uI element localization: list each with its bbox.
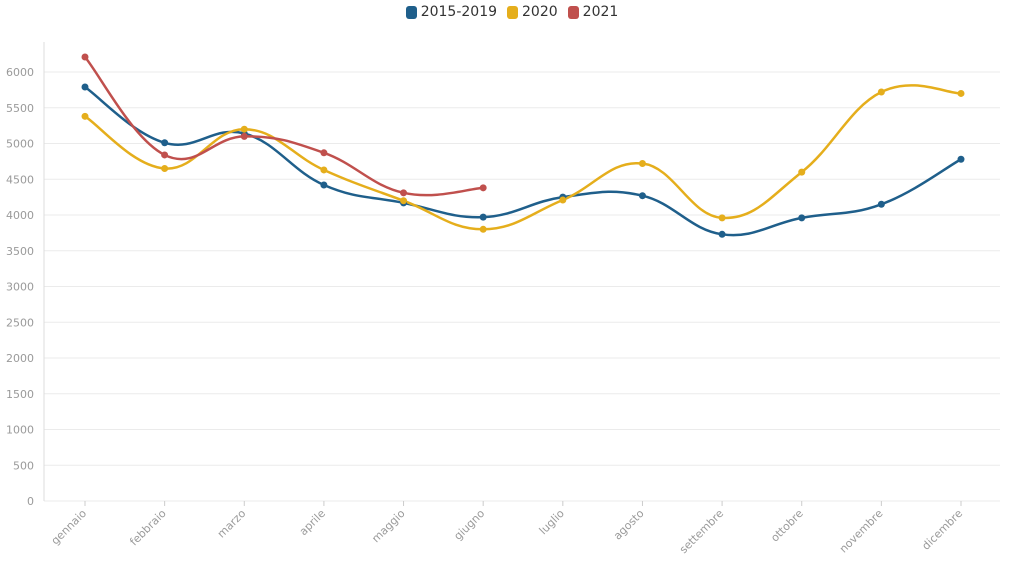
- y-tick-label: 4500: [6, 173, 34, 186]
- legend-label-2015-2019: 2015-2019: [420, 4, 498, 20]
- data-point-2020-febbraio: [161, 165, 169, 173]
- data-point-2020-luglio: [559, 196, 567, 204]
- x-tick-label-aprile: aprile: [297, 507, 328, 538]
- x-tick-label-giugno: giugno: [451, 507, 487, 543]
- data-point-2021-maggio: [400, 189, 408, 197]
- data-point-2015-2019-settembre: [718, 230, 726, 238]
- legend: 2015-2019 2020 2021: [0, 4, 1024, 20]
- series-line-2015-2019: [83, 85, 963, 237]
- y-tick-label: 500: [13, 459, 34, 472]
- x-tick-label-gennaio: gennaio: [49, 507, 90, 548]
- y-tick-label: 0: [27, 495, 34, 508]
- data-point-2021-giugno: [479, 184, 487, 192]
- legend-label-2021: 2021: [582, 4, 619, 20]
- legend-swatch-2015-2019: [405, 5, 417, 19]
- data-point-2020-agosto: [638, 160, 646, 168]
- x-tick-label-novembre: novembre: [837, 507, 886, 556]
- y-tick-label: 5500: [6, 102, 34, 115]
- x-tick-label-ottobre: ottobre: [768, 507, 806, 545]
- x-tick-label-marzo: marzo: [215, 507, 249, 541]
- data-point-2015-2019-giugno: [479, 213, 487, 221]
- x-tick-label-dicembre: dicembre: [919, 507, 965, 553]
- data-point-2020-ottobre: [798, 168, 806, 176]
- x-tick-label-agosto: agosto: [611, 507, 647, 543]
- data-point-2015-2019-novembre: [877, 200, 885, 208]
- x-tick-label-febbraio: febbraio: [127, 507, 169, 549]
- legend-item-2020[interactable]: 2020: [507, 4, 558, 20]
- y-tick-label: 6000: [6, 66, 34, 79]
- series-line-2021: [83, 55, 485, 197]
- y-tick-label: 1000: [6, 424, 34, 437]
- series-line-2020: [83, 84, 963, 231]
- data-point-2015-2019-ottobre: [798, 214, 806, 222]
- data-point-2021-gennaio: [81, 53, 89, 61]
- y-tick-label: 1500: [6, 388, 34, 401]
- y-tick-label: 2500: [6, 316, 34, 329]
- data-point-2015-2019-dicembre: [957, 155, 965, 163]
- y-tick-label: 2000: [6, 352, 34, 365]
- data-point-2020-gennaio: [81, 112, 89, 120]
- y-tick-label: 4000: [6, 209, 34, 222]
- data-point-2020-maggio: [400, 197, 408, 205]
- data-point-2021-marzo: [240, 132, 248, 140]
- x-tick-label-luglio: luglio: [537, 507, 567, 537]
- legend-item-2021[interactable]: 2021: [567, 4, 619, 20]
- data-point-2015-2019-febbraio: [161, 139, 169, 147]
- data-point-2020-dicembre: [957, 89, 965, 97]
- legend-swatch-2020: [507, 5, 519, 19]
- data-point-2020-marzo: [240, 125, 248, 133]
- data-point-2015-2019-aprile: [320, 181, 328, 189]
- y-tick-label: 3500: [6, 245, 34, 258]
- data-point-2020-novembre: [877, 88, 885, 96]
- legend-item-2015-2019[interactable]: 2015-2019: [405, 4, 498, 20]
- data-point-2020-settembre: [718, 214, 726, 222]
- data-point-2021-febbraio: [161, 151, 169, 159]
- y-tick-label: 5000: [6, 138, 34, 151]
- legend-label-2020: 2020: [522, 4, 558, 20]
- x-tick-label-settembre: settembre: [677, 507, 726, 556]
- data-point-2020-giugno: [479, 225, 487, 233]
- legend-swatch-2021: [567, 5, 579, 19]
- data-point-2015-2019-agosto: [638, 192, 646, 200]
- data-point-2020-aprile: [320, 166, 328, 174]
- x-tick-label-maggio: maggio: [369, 507, 408, 546]
- data-point-2015-2019-gennaio: [81, 83, 89, 91]
- data-point-2021-aprile: [320, 149, 328, 157]
- y-tick-label: 3000: [6, 281, 34, 294]
